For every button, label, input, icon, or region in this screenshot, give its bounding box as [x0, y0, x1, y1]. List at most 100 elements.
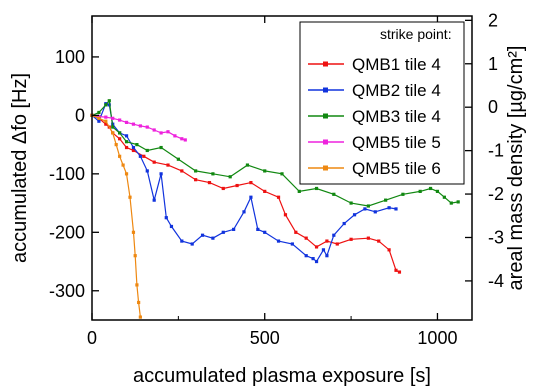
data-point [394, 268, 398, 272]
data-point [456, 200, 460, 204]
data-point [283, 213, 288, 217]
right-y-tick-label: 2 [488, 10, 498, 30]
data-point [397, 270, 402, 274]
data-point [131, 145, 136, 150]
data-point [394, 207, 398, 211]
data-point [211, 172, 215, 176]
x-axis-label: accumulated plasma exposure [s] [133, 365, 431, 387]
series-4 [90, 113, 187, 142]
data-point [152, 198, 156, 202]
data-point [314, 245, 319, 249]
legend-label: QMB3 tile 4 [352, 107, 441, 126]
data-point [137, 300, 141, 305]
data-point [442, 195, 446, 199]
data-point [152, 128, 156, 132]
legend-item: QMB5 tile 5 [308, 133, 441, 152]
data-point [121, 163, 125, 167]
data-point [352, 213, 357, 217]
right-y-tick-label: -2 [488, 184, 504, 204]
data-point [363, 207, 367, 211]
data-point [304, 254, 308, 258]
data-point [169, 224, 174, 229]
data-point [131, 148, 136, 153]
data-point [194, 169, 198, 173]
data-point [138, 124, 142, 128]
data-point [118, 154, 122, 158]
data-point [159, 172, 163, 176]
left-y-tick-label: 0 [75, 105, 85, 125]
data-point [118, 137, 122, 141]
data-point [249, 181, 253, 185]
legend-items: QMB1 tile 4 QMB2 tile 4 QMB3 tile 4 QMB5 ti… [308, 55, 441, 178]
data-point [152, 160, 156, 164]
data-point [194, 178, 198, 182]
data-point [159, 145, 163, 150]
data-point [242, 210, 246, 214]
series-line [91, 114, 141, 318]
data-point [200, 233, 205, 237]
left-y-axis: 100 0 -100 -200 -300 [49, 47, 99, 301]
data-point [180, 137, 184, 141]
data-point [314, 186, 319, 191]
data-point [145, 148, 149, 153]
legend-swatch-marker [323, 87, 328, 93]
data-point [183, 138, 187, 142]
data-point [449, 201, 453, 205]
data-point [335, 242, 339, 246]
data-point [180, 169, 184, 173]
data-point [249, 195, 253, 199]
right-y-tick-label: -1 [488, 141, 504, 161]
left-y-tick-label: -300 [49, 281, 85, 301]
data-point [107, 99, 111, 103]
data-point [176, 157, 180, 161]
legend-label: QMB5 tile 6 [352, 159, 441, 178]
plot-frame [91, 15, 473, 321]
legend-swatch-marker [323, 113, 328, 119]
data-point [104, 115, 108, 119]
data-point [173, 134, 177, 138]
right-y-tick-label: -4 [488, 271, 504, 291]
data-point [332, 192, 336, 196]
data-point [131, 230, 136, 234]
data-point [245, 163, 250, 167]
data-point [342, 221, 346, 226]
legend: strike point: QMB1 tile 4 QMB2 tile 4 QMB3… [299, 21, 465, 185]
x-tick-label: 500 [250, 328, 280, 348]
data-point [263, 230, 267, 234]
data-point [235, 183, 239, 188]
x-axis: 0 500 1000 [87, 16, 457, 348]
data-point [124, 140, 129, 144]
legend-label: QMB2 tile 4 [352, 81, 441, 100]
data-point [180, 239, 184, 243]
data-point [118, 131, 122, 135]
legend-item: QMB1 tile 4 [308, 55, 441, 74]
data-point [166, 163, 170, 167]
data-point [232, 227, 236, 231]
data-point [138, 315, 142, 319]
legend-label: QMB5 tile 5 [352, 133, 441, 152]
legend-item: QMB2 tile 4 [308, 81, 441, 100]
data-point [325, 239, 329, 243]
data-point [104, 103, 108, 107]
data-point [114, 143, 118, 147]
left-y-axis-label: accumulated Δfo [Hz] [9, 73, 31, 263]
data-point [111, 125, 115, 129]
data-point [263, 189, 267, 193]
data-point [142, 154, 146, 158]
data-point [294, 230, 298, 234]
data-point [145, 169, 149, 173]
data-point [135, 143, 139, 147]
right-y-axis-label: areal mass density [µg/cm²] [505, 46, 527, 291]
legend-label: QMB1 tile 4 [352, 55, 441, 74]
data-point [104, 119, 108, 123]
data-point [118, 118, 122, 122]
data-point [111, 116, 115, 120]
data-point [276, 239, 281, 243]
legend-title: strike point: [380, 26, 452, 42]
data-point [97, 116, 101, 120]
left-y-tick-label: -100 [49, 164, 85, 184]
data-point [166, 130, 170, 134]
data-point [159, 131, 163, 135]
data-point [131, 122, 136, 126]
